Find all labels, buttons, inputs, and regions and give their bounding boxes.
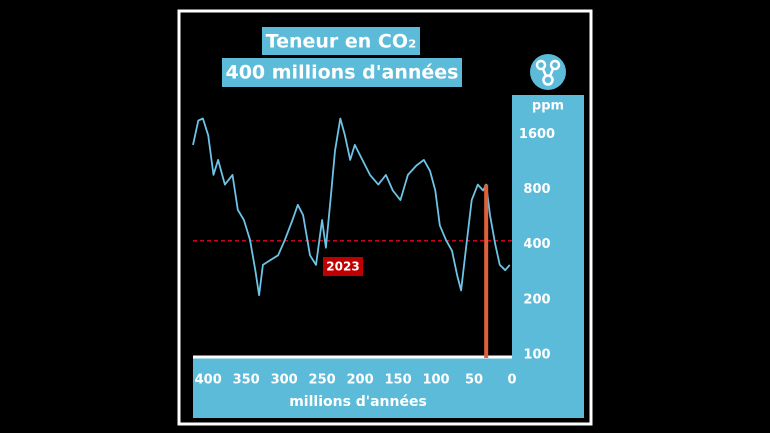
y-tick-label: 200: [523, 292, 550, 307]
reference-label: 2023: [326, 260, 359, 274]
x-tick-label: 200: [347, 373, 374, 388]
x-tick-label: 150: [385, 373, 412, 388]
x-axis-label: millions d'années: [289, 394, 427, 410]
x-tick-label: 0: [507, 373, 516, 388]
chart-title: Teneur en CO₂: [266, 31, 417, 53]
x-tick-label: 100: [422, 373, 449, 388]
x-tick-label: 350: [233, 373, 260, 388]
x-axis-panel: [193, 358, 584, 418]
logo: [530, 54, 566, 90]
y-axis-label: ppm: [532, 99, 564, 114]
y-tick-label: 100: [523, 348, 550, 363]
subtitle-box: [222, 58, 462, 87]
title-box: [262, 27, 420, 55]
data-line: [192, 117, 511, 297]
x-tick-label: 300: [271, 373, 298, 388]
frame: [177, 9, 593, 426]
y-tick-label: 400: [523, 237, 550, 252]
y-tick-label: 800: [523, 182, 550, 197]
x-tick-label: 250: [309, 373, 336, 388]
x-tick-label: 50: [465, 373, 483, 388]
y-tick-label: 1600: [519, 127, 555, 142]
chart-subtitle: 400 millions d'années: [225, 62, 458, 84]
x-tick-label: 400: [195, 373, 222, 388]
reference-label-box: [323, 257, 363, 276]
